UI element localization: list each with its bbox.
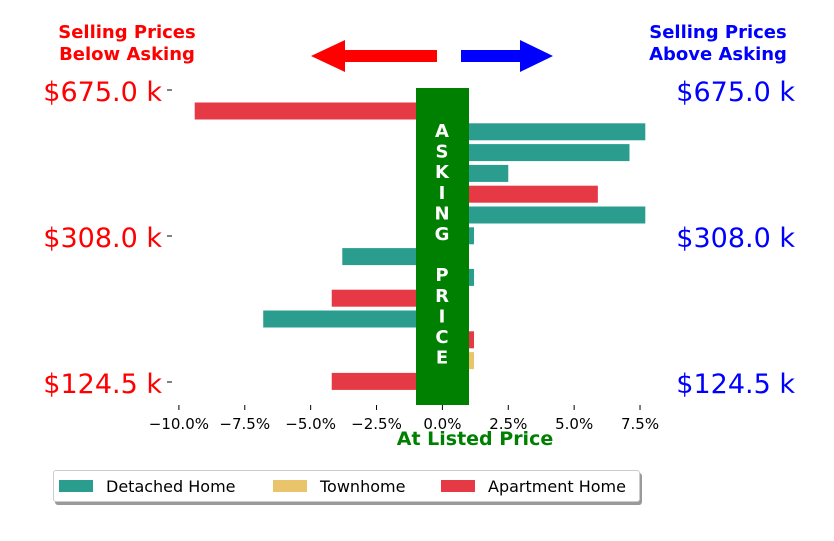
bar-apartment-home [194,102,443,120]
asking-price-letter: G [435,224,450,245]
above-asking-title-line2: Above Asking [649,44,787,65]
legend-swatch-townhome [273,480,307,492]
legend-swatch-apartment [441,480,475,492]
legend-label-apartment: Apartment Home [488,476,626,496]
left-price-label-bottom: $124.5 k [43,369,162,400]
asking-price-letter: N [434,203,449,224]
bar-detached-home [263,310,443,328]
x-tick-label: −2.5% [351,415,402,433]
left-price-label-top: $675.0 k [43,77,162,108]
x-tick-label: 0.0% [423,415,461,433]
legend: Detached Home Townhome Apartment Home [53,470,640,502]
x-axis-label: At Listed Price [397,428,553,450]
right-price-label-middle: $308.0 k [676,223,795,254]
below-asking-title-line1: Selling Prices [58,22,195,43]
asking-price-letter: A [435,121,449,142]
above-asking-title-line1: Selling Prices [649,22,786,43]
left-price-label-middle: $308.0 k [43,223,162,254]
x-tick-label: 5.0% [555,415,593,433]
asking-price-letter: P [435,265,448,286]
asking-price-letter: K [435,162,450,183]
bar-apartment-home [331,372,443,390]
below-asking-title-line2: Below Asking [59,44,195,65]
asking-price-letter: S [436,142,449,163]
legend-item-townhome: Townhome [273,471,405,501]
legend-swatch-detached [59,480,93,492]
x-tick-label: 2.5% [489,415,527,433]
right-arrow-icon [461,40,553,72]
x-tick-label: −10.0% [149,415,209,433]
x-tick-label: 7.5% [621,415,659,433]
right-price-label-bottom: $124.5 k [676,369,795,400]
asking-price-letter: I [439,306,446,327]
left-arrow-icon [311,40,437,72]
asking-price-letter: E [436,348,448,369]
legend-item-apartment: Apartment Home [441,471,626,501]
asking-price-letter: C [435,327,448,348]
bar-detached-home [442,144,630,162]
asking-price-letter: R [435,286,449,307]
asking-price-band [416,88,469,405]
x-tick-label: −5.0% [285,415,336,433]
legend-label-townhome: Townhome [320,476,406,496]
legend-label-detached: Detached Home [106,476,236,496]
bar-apartment-home [442,185,598,203]
bar-detached-home [442,123,646,141]
bar-detached-home [442,206,646,224]
asking-price-letter: I [439,183,446,204]
right-price-label-top: $675.0 k [676,77,795,108]
x-axis: −10.0% −7.5% −5.0% −2.5% 0.0% 2.5% 5.0% 7.5% [149,405,659,433]
x-tick-label: −7.5% [219,415,270,433]
legend-item-detached: Detached Home [59,471,236,501]
bar-apartment-home [331,289,443,307]
